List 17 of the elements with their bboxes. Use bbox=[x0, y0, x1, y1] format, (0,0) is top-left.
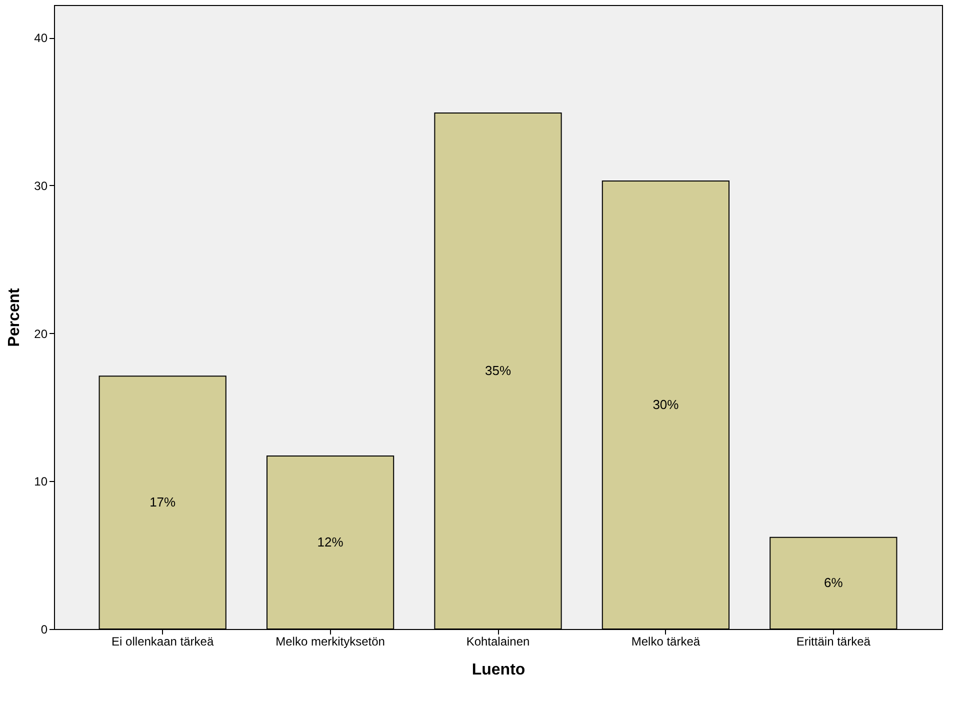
y-tick-label: 0 bbox=[40, 622, 48, 636]
x-axis-title: Luento bbox=[472, 662, 526, 678]
x-tick-label: Melko tärkeä bbox=[631, 634, 700, 648]
x-tick-label: Erittäin tärkeä bbox=[796, 634, 871, 648]
data-label: 17% bbox=[150, 494, 176, 510]
x-tick-label: Melko merkityksetön bbox=[276, 634, 385, 648]
x-tick-label: Kohtalainen bbox=[466, 634, 530, 648]
data-label: 6% bbox=[824, 575, 844, 590]
y-tick-label: 30 bbox=[34, 178, 48, 193]
y-axis-title: Percent bbox=[6, 287, 24, 347]
y-tick-label: 10 bbox=[34, 474, 48, 489]
data-label: 35% bbox=[484, 362, 512, 378]
data-label: 30% bbox=[652, 396, 680, 412]
data-label: 12% bbox=[317, 534, 344, 550]
y-tick-label: 20 bbox=[34, 326, 48, 341]
y-tick-label: 40 bbox=[34, 31, 48, 46]
x-tick-label: Ei ollenkaan tärkeä bbox=[112, 634, 214, 648]
